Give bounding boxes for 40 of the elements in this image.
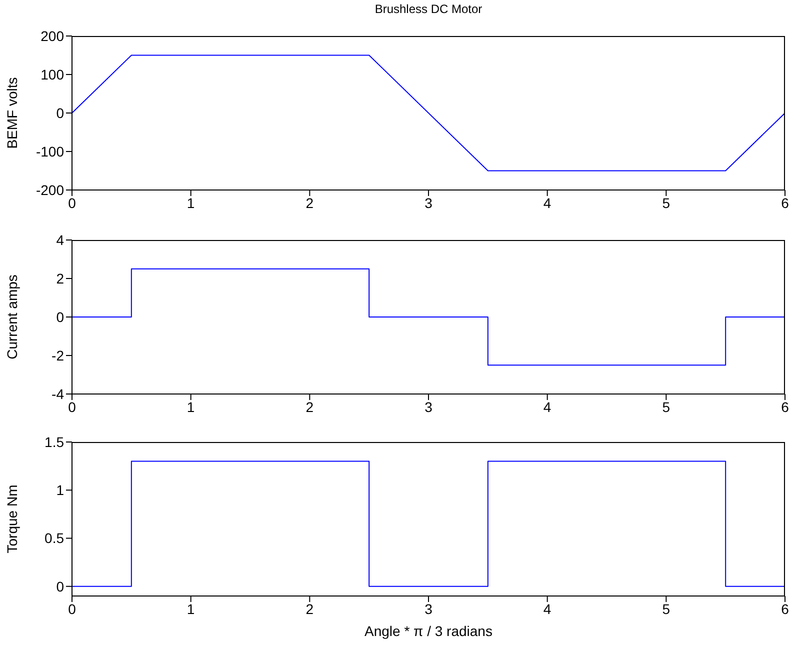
y-tick-label: -2 (52, 347, 64, 364)
x-tick-label: 3 (424, 600, 433, 617)
x-tick-label: 4 (543, 600, 552, 617)
y-axis-title: Torque Nm (4, 484, 20, 554)
y-axis-title: BEMF volts (4, 77, 20, 149)
y-tick-label: -200 (36, 182, 64, 198)
x-tick-label: 0 (68, 398, 76, 415)
y-tick-label: 0 (56, 104, 64, 121)
chart-title: Brushless DC Motor (374, 2, 484, 16)
y-tick-label: 0 (56, 578, 64, 594)
x-tick-label: 0 (68, 194, 76, 211)
y-tick-label: 0.5 (44, 530, 64, 546)
x-tick-label: 2 (306, 194, 314, 211)
y-tick-label: -100 (36, 143, 64, 160)
y-tick-label: 1.5 (44, 434, 64, 450)
x-tick-label: 2 (306, 600, 314, 617)
x-tick-label: 5 (662, 600, 670, 617)
y-tick-label: 200 (40, 28, 64, 44)
x-tick-label: 4 (543, 398, 552, 415)
x-tick-label: 5 (662, 398, 670, 415)
x-tick-label: 6 (781, 194, 790, 211)
x-tick-label: 4 (543, 194, 552, 211)
x-tick-label: 2 (306, 398, 314, 415)
x-axis-title: Angle * π / 3 radians (364, 623, 492, 639)
x-tick-label: 6 (781, 600, 790, 617)
x-tick-label: 1 (186, 600, 195, 617)
x-tick-label: 3 (424, 194, 433, 211)
y-tick-label: 4 (56, 232, 64, 248)
x-tick-label: 1 (186, 398, 195, 415)
x-tick-label: 5 (662, 194, 670, 211)
x-tick-label: 0 (68, 600, 76, 617)
x-tick-label: 1 (186, 194, 195, 211)
y-tick-label: 0 (56, 308, 64, 325)
y-tick-label: 2 (56, 270, 64, 286)
y-tick-label: 1 (56, 482, 64, 498)
x-tick-label: 3 (424, 398, 433, 415)
y-tick-label: 100 (40, 66, 64, 82)
y-tick-label: -4 (52, 386, 64, 402)
x-tick-label: 6 (781, 398, 790, 415)
y-axis-title: Current amps (4, 274, 20, 360)
